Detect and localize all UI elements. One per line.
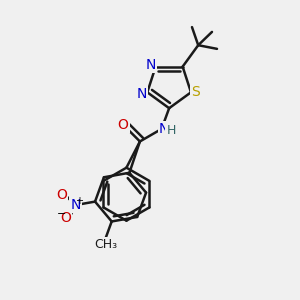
Text: N: N <box>145 58 155 72</box>
Text: O: O <box>56 188 67 202</box>
Text: CH₃: CH₃ <box>94 238 117 251</box>
Text: S: S <box>191 85 200 99</box>
Text: N: N <box>137 87 147 101</box>
Text: H: H <box>166 124 176 137</box>
Text: −: − <box>56 209 66 219</box>
Text: O: O <box>118 118 128 132</box>
Text: N: N <box>159 122 169 136</box>
Text: N: N <box>70 198 80 212</box>
Text: +: + <box>75 196 83 206</box>
Text: O: O <box>60 211 71 225</box>
